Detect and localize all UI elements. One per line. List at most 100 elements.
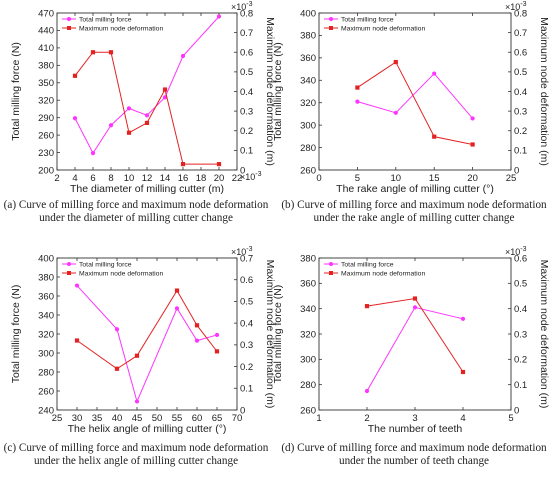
y-left-tick-label-b: 320 xyxy=(300,98,316,109)
total-milling-force-point-b xyxy=(432,71,437,76)
total-milling-force-point-a xyxy=(216,14,222,19)
total-milling-force-point-c xyxy=(114,327,120,332)
y-right-tick-label-d: 0.3 xyxy=(514,329,527,340)
total-milling-force-point-c xyxy=(174,306,180,311)
maximum-node-deformation-point-c xyxy=(194,323,200,328)
y-right-tick-label-a: 0.2 xyxy=(240,126,253,137)
y-right-tick-label-c: 0.5 xyxy=(240,297,253,308)
total-milling-force-point-c xyxy=(134,399,140,404)
x-tick-label-c: 50 xyxy=(152,413,163,424)
y-left-tick-label-a: 410 xyxy=(38,43,54,54)
x-tick-label-b: 15 xyxy=(429,173,440,184)
y-right-tick-label-a: 0.3 xyxy=(240,106,253,117)
y-left-tick-label-c: 340 xyxy=(38,310,54,321)
maximum-node-deformation-point-c xyxy=(74,338,80,343)
x-tick-label-c: 45 xyxy=(132,413,143,424)
maximum-node-deformation-line-c xyxy=(76,289,218,370)
plot-frame-a xyxy=(56,12,238,171)
y-right-tick-label-b: 0.4 xyxy=(514,87,527,98)
maximum-node-deformation-point-a xyxy=(72,73,78,78)
y-left-tick-label-b: 280 xyxy=(300,143,316,154)
right-axis-multiplier-b: ×10-3 xyxy=(505,1,527,12)
x-tick-label-c: 55 xyxy=(172,413,183,424)
y-left-tick-label-a: 320 xyxy=(38,96,54,107)
y-left-tick-label-a: 260 xyxy=(38,130,54,141)
y-right-tick-label-c: 0.7 xyxy=(240,253,253,264)
y-left-tick-label-c: 400 xyxy=(38,253,54,264)
y-left-tick-label-c: 380 xyxy=(38,272,54,283)
total-milling-force-point-a xyxy=(90,151,96,156)
x-tick-label-a: 2 xyxy=(54,173,59,184)
chart-d: 1 2 3 4 5 260 280 300 320 340 360 380 0 0.1 0.2 0.3 0.4 0… xyxy=(272,246,550,435)
x-tick-label-a: 22 xyxy=(232,173,243,184)
y-right-axis-label-b: Maximum node deformation (m) xyxy=(538,17,550,166)
right-multiplier-base-c: ×10 xyxy=(231,247,246,257)
y-right-axis-label-c: Maximum node deformation (m) xyxy=(264,260,276,409)
y-right-tick-label-d: 0.4 xyxy=(514,304,527,315)
y-right-tick-label-a: 0.7 xyxy=(240,28,253,39)
legend-label-maximum-node-deformation-b: Maximum node deformation xyxy=(341,26,425,33)
maximum-node-deformation-point-b xyxy=(432,134,437,139)
chart-b: 0 5 10 15 20 25 260 280 300 320 340 360 380 400 0 0.1 0.… xyxy=(272,1,550,195)
y-left-tick-label-d: 360 xyxy=(300,279,316,290)
y-left-tick-label-a: 200 xyxy=(38,165,54,176)
y-left-tick-label-a: 440 xyxy=(38,26,54,37)
x-tick-label-c: 70 xyxy=(232,413,243,424)
total-milling-force-point-d xyxy=(460,316,466,321)
legend-marker-total-milling-force-a xyxy=(67,17,71,21)
x-axis-label-a: The diameter of milling cutter (m) xyxy=(70,183,224,195)
x-tick-label-d: 4 xyxy=(460,413,465,424)
y-right-tick-label-b: 0.5 xyxy=(514,67,527,78)
y-left-axis-label-b: Total milling force (N) xyxy=(272,42,284,141)
y-right-tick-label-d: 0.2 xyxy=(514,355,527,366)
y-left-axis-label-d: Total milling force (N) xyxy=(272,285,284,384)
x-tick-label-b: 0 xyxy=(316,173,321,184)
x-tick-label-a: 16 xyxy=(178,173,189,184)
legend-marker-maximum-node-deformation-b xyxy=(329,26,333,30)
y-left-tick-label-a: 380 xyxy=(38,61,54,72)
y-left-tick-label-c: 300 xyxy=(38,348,54,359)
y-right-tick-label-c: 0.4 xyxy=(240,318,253,329)
legend-marker-maximum-node-deformation-d xyxy=(329,271,333,275)
y-right-axis-label-d: Maximum node deformation (m) xyxy=(538,260,550,409)
legend-marker-total-milling-force-d xyxy=(329,262,333,266)
maximum-node-deformation-point-c xyxy=(174,288,180,293)
y-left-tick-label-b: 340 xyxy=(300,76,316,87)
y-left-tick-label-d: 280 xyxy=(300,380,316,391)
y-left-tick-label-d: 260 xyxy=(300,405,316,416)
legend-label-total-milling-force-a: Total milling force xyxy=(79,17,132,24)
y-left-axis-label-a: Total milling force (N) xyxy=(10,42,22,141)
caption-c: (c) Curve of milling force and maximum n… xyxy=(3,442,269,467)
y-right-tick-label-c: 0.1 xyxy=(240,384,253,395)
y-left-tick-label-c: 320 xyxy=(38,329,54,340)
y-right-tick-label-b: 0.2 xyxy=(514,126,527,137)
y-right-tick-label-c: 0 xyxy=(240,405,245,416)
y-right-tick-label-c: 0.2 xyxy=(240,362,253,373)
right-multiplier-exp-c: -3 xyxy=(246,246,252,253)
total-milling-force-point-a xyxy=(162,95,168,100)
x-tick-label-c: 35 xyxy=(92,413,103,424)
right-multiplier-base-a: ×10 xyxy=(231,2,246,12)
y-left-tick-label-b: 360 xyxy=(300,53,316,64)
maximum-node-deformation-point-a xyxy=(162,87,168,92)
y-right-tick-label-a: 0.6 xyxy=(240,48,253,59)
right-multiplier-base-b: ×10 xyxy=(505,2,520,12)
y-right-axis-label-a: Maximum node deformation (m) xyxy=(264,17,276,166)
plot-frame-b xyxy=(318,12,512,171)
x-tick-label-c: 60 xyxy=(192,413,203,424)
maximum-node-deformation-line-b xyxy=(357,61,473,145)
maximum-node-deformation-line-d xyxy=(366,297,464,373)
y-left-tick-label-d: 320 xyxy=(300,329,316,340)
x-multiplier-base-a: ×10 xyxy=(240,172,255,182)
total-milling-force-point-b xyxy=(355,99,360,104)
plot-frame-d xyxy=(318,257,512,411)
x-tick-label-d: 1 xyxy=(316,413,321,424)
y-left-tick-label-a: 470 xyxy=(38,8,54,19)
legend-marker-total-milling-force-b xyxy=(329,17,333,21)
x-tick-label-b: 10 xyxy=(391,173,402,184)
x-tick-label-b: 20 xyxy=(467,173,478,184)
x-tick-label-d: 5 xyxy=(508,413,513,424)
legend-label-total-milling-force-d: Total milling force xyxy=(341,262,394,269)
total-milling-force-point-b xyxy=(470,116,475,121)
